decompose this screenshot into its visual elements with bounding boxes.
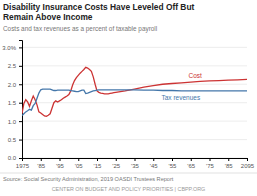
- tick-mark: [78, 158, 79, 161]
- tick-mark: [116, 158, 117, 161]
- series-line: [22, 67, 247, 116]
- tick-label: 1.5: [8, 100, 17, 106]
- tick-mark: [97, 158, 98, 161]
- tick-label: 0.0: [8, 155, 17, 161]
- tick-mark: [19, 103, 22, 104]
- chart: Disability Insurance Costs Have Leveled …: [0, 0, 257, 196]
- lines: [22, 67, 247, 116]
- tick: '05: [75, 158, 83, 169]
- grid-line: [22, 47, 247, 48]
- tick-mark: [19, 158, 22, 159]
- tick: 1975: [16, 158, 30, 169]
- axis-line: [23, 159, 248, 162]
- tick-mark: [172, 158, 173, 161]
- tick: '95: [56, 158, 64, 169]
- series-label: Cost: [189, 72, 203, 79]
- tick-mark: [210, 158, 211, 161]
- tick: 2.0: [8, 82, 22, 88]
- tick-label: 1.0: [8, 119, 17, 125]
- tick-label: 2.0: [8, 82, 17, 88]
- tick: 1.5: [8, 100, 22, 106]
- tick-label: '95: [56, 163, 64, 169]
- tick-label: '15: [94, 163, 102, 169]
- tick-mark: [19, 66, 22, 67]
- tick: '25: [112, 158, 120, 169]
- tick: '65: [187, 158, 195, 169]
- tick-label: 0.5: [8, 137, 17, 143]
- tick: 0.5: [8, 137, 22, 143]
- tick-mark: [247, 158, 248, 161]
- tick: '55: [169, 158, 177, 169]
- tick-label: '85: [37, 163, 45, 169]
- tick: 0.0: [8, 155, 22, 161]
- y-axis: 0.0 0.5 1.0 1.5 2.0 2.5 3.0%: [2, 41, 22, 162]
- tick-mark: [60, 158, 61, 161]
- tick: '45: [150, 158, 158, 169]
- source: Source: Social Security Administration, …: [3, 176, 174, 182]
- series-line: [22, 89, 247, 116]
- grid-line: [22, 139, 247, 140]
- tick-mark: [228, 158, 229, 161]
- tick-label: '55: [169, 163, 177, 169]
- tick: 3.0%: [2, 45, 22, 51]
- tick-mark: [41, 158, 42, 161]
- grid-line: [22, 121, 247, 122]
- tick-label: '75: [206, 163, 214, 169]
- footer: CENTER ON BUDGET AND POLICY PRIORITIES |…: [52, 186, 206, 192]
- tick: 2095: [241, 158, 255, 169]
- tick-mark: [19, 84, 22, 85]
- title: Remain Above Income: [3, 12, 93, 22]
- title: Disability Insurance Costs Have Leveled …: [3, 2, 194, 12]
- subtitle: Costs and tax revenues as a percent of t…: [3, 25, 157, 33]
- tick-label: '45: [150, 163, 158, 169]
- grid-line: [22, 65, 247, 66]
- tick-mark: [19, 47, 22, 48]
- grid-line: [22, 84, 247, 85]
- tick: '75: [206, 158, 214, 169]
- x-axis: 1975 '85 '95 '05 '15 '25 '35 '45 '55 '65 '75 '85 209…: [16, 158, 255, 169]
- axis-line: [19, 41, 23, 159]
- tick: '35: [131, 158, 139, 169]
- tick-mark: [135, 158, 136, 161]
- grid: [22, 47, 247, 158]
- tick-label: 3.0%: [2, 45, 16, 51]
- tick-label: 1975: [16, 163, 30, 169]
- tick-mark: [19, 121, 22, 122]
- series-label: Tax revenues: [162, 94, 201, 101]
- tick-mark: [153, 158, 154, 161]
- tick-mark: [191, 158, 192, 161]
- tick-mark: [19, 140, 22, 141]
- tick-label: '05: [75, 163, 83, 169]
- tick-label: 2.5: [8, 63, 17, 69]
- grid-line: [22, 102, 247, 103]
- divider: [0, 173, 257, 174]
- tick: '85: [37, 158, 45, 169]
- tick: '85: [225, 158, 233, 169]
- tick-label: '25: [112, 163, 120, 169]
- tick: 1.0: [8, 119, 22, 125]
- plot: 1975 '85 '95 '05 '15 '25 '35 '45 '55 '65 '75 '85 209…: [2, 41, 255, 170]
- tick: '15: [94, 158, 102, 169]
- tick-label: '35: [131, 163, 139, 169]
- tick-label: 2095: [241, 163, 255, 169]
- tick-label: '65: [187, 163, 195, 169]
- tick-label: '85: [225, 163, 233, 169]
- tick: 2.5: [8, 63, 22, 69]
